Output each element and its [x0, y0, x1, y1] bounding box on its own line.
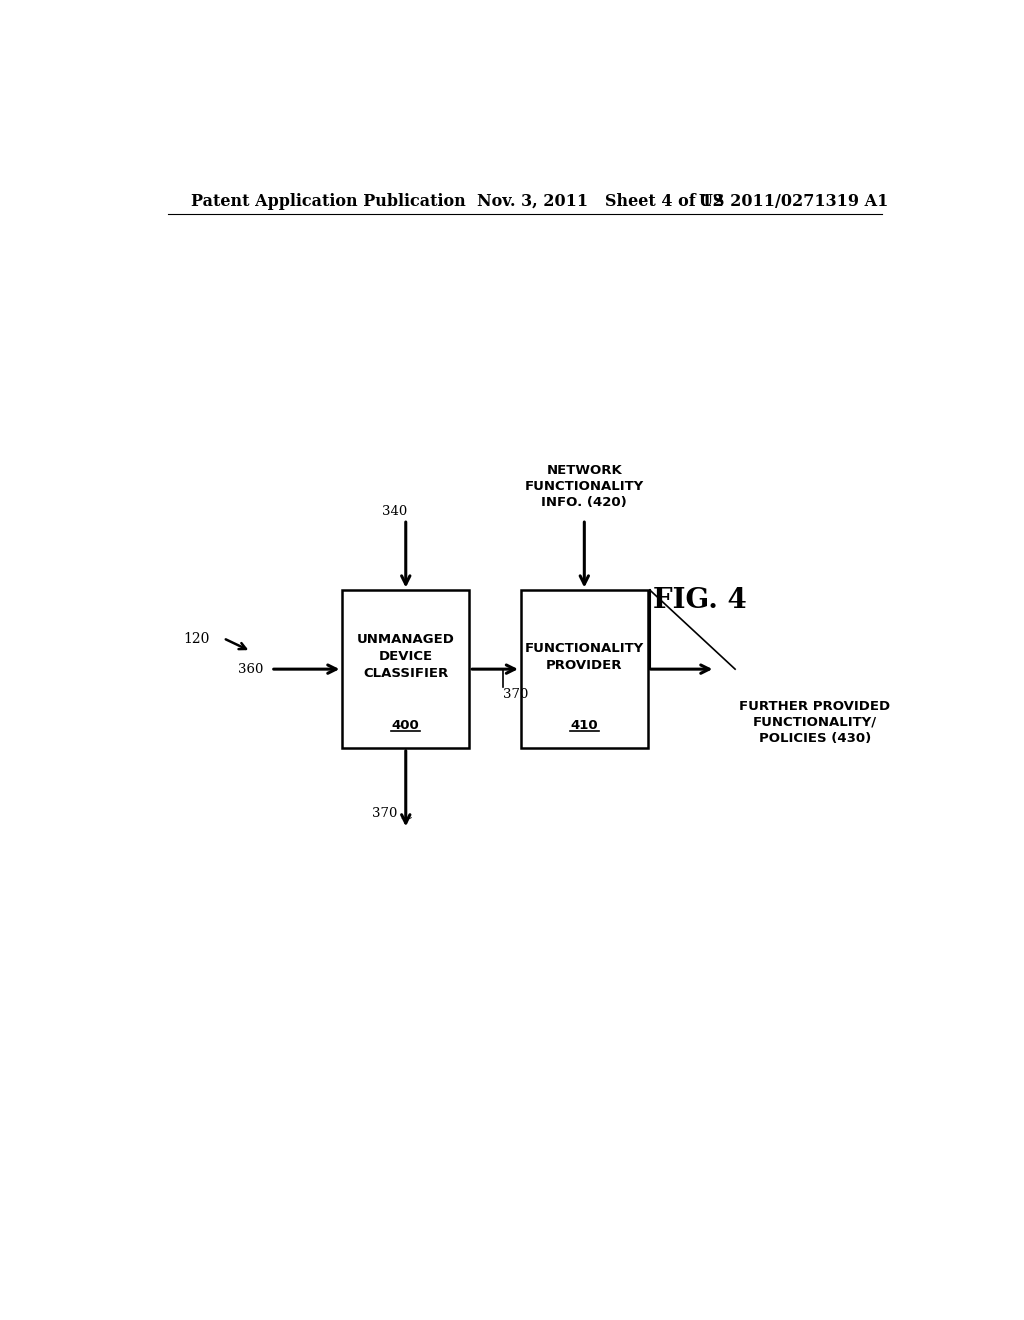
Bar: [342, 590, 469, 748]
Text: 410: 410: [570, 719, 598, 733]
Text: FURTHER PROVIDED
FUNCTIONALITY/
POLICIES (430): FURTHER PROVIDED FUNCTIONALITY/ POLICIES…: [739, 700, 890, 744]
Text: US 2011/0271319 A1: US 2011/0271319 A1: [699, 193, 889, 210]
Text: NETWORK
FUNCTIONALITY
INFO. (420): NETWORK FUNCTIONALITY INFO. (420): [524, 465, 644, 510]
Text: Patent Application Publication: Patent Application Publication: [191, 193, 466, 210]
Text: ~: ~: [399, 809, 413, 825]
Text: 400: 400: [392, 719, 420, 733]
Text: 360: 360: [238, 663, 263, 676]
Text: Nov. 3, 2011   Sheet 4 of 12: Nov. 3, 2011 Sheet 4 of 12: [477, 193, 724, 210]
Text: 340: 340: [382, 504, 408, 517]
Text: FIG. 4: FIG. 4: [652, 587, 746, 614]
Text: UNMANAGED
DEVICE
CLASSIFIER: UNMANAGED DEVICE CLASSIFIER: [356, 634, 455, 680]
Text: FUNCTIONALITY
PROVIDER: FUNCTIONALITY PROVIDER: [524, 642, 644, 672]
Bar: [521, 590, 648, 748]
Text: 370: 370: [373, 808, 397, 821]
Text: 120: 120: [183, 632, 210, 647]
Text: 370: 370: [503, 688, 528, 701]
